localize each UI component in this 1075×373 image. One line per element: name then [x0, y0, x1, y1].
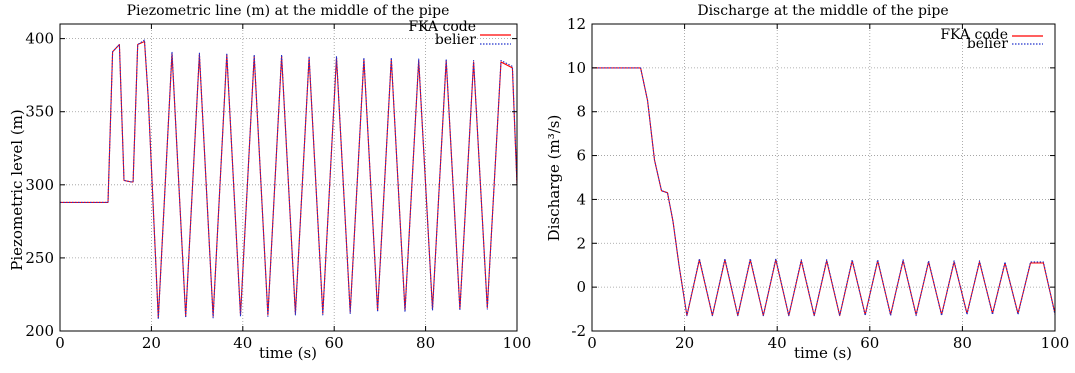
y-tick-label: 200: [25, 322, 54, 340]
legend-label-belier: belier: [435, 32, 476, 48]
legend-label-fka: FKA code: [940, 27, 1008, 43]
x-tick-label: 0: [587, 334, 597, 352]
series-group: [60, 39, 518, 320]
x-tick-label: 0: [55, 334, 65, 352]
y-tick-label: 400: [25, 30, 54, 48]
x-tick-label: 60: [325, 334, 344, 352]
plot-frame: [59, 23, 518, 332]
y-axis-label: Piezometric level (m): [8, 109, 26, 270]
series-group: [592, 67, 1056, 317]
x-tick-label: 80: [416, 334, 435, 352]
legend: FKA code belier: [408, 19, 511, 48]
series-line-fka-code: [60, 40, 518, 319]
plot-frame: [591, 23, 1056, 332]
x-tick-label: 40: [768, 334, 787, 352]
chart-title: Discharge at the middle of the pipe: [697, 3, 948, 19]
y-tick-label: 4: [576, 190, 586, 208]
y-tick-label: 350: [25, 103, 54, 121]
legend-label-fka: FKA code: [408, 19, 476, 35]
y-tick-label: -2: [571, 322, 586, 340]
y-axis-label: Discharge (m³/s): [545, 115, 563, 242]
y-tick-label: 6: [576, 147, 586, 165]
y-tick-label: 10: [567, 59, 586, 77]
y-tick-label: 12: [567, 15, 586, 33]
discharge-chart: Discharge at the middle of the pipe time…: [545, 3, 1069, 362]
grid: [592, 24, 1055, 331]
legend-label-belier: belier: [967, 36, 1008, 52]
series-line-fka-code: [592, 67, 1056, 317]
piezometric-chart: Piezometric line (m) at the middle of th…: [8, 3, 531, 362]
x-axis-label: time (s): [259, 344, 317, 362]
x-tick-label: 20: [142, 334, 161, 352]
y-tick-label: 2: [576, 234, 586, 252]
y-tick-label: 8: [576, 103, 586, 121]
y-tick-label: 250: [25, 249, 54, 267]
x-tick-label: 100: [503, 334, 532, 352]
x-tick-label: 20: [675, 334, 694, 352]
tick-group: 0 20 40 60 80 100 200 250 300 350 400: [25, 24, 531, 352]
series-line-belier: [60, 39, 518, 320]
legend: FKA code belier: [940, 27, 1043, 52]
y-tick-label: 0: [576, 278, 586, 296]
x-axis-label: time (s): [794, 344, 852, 362]
x-tick-label: 60: [860, 334, 879, 352]
chart-title: Piezometric line (m) at the middle of th…: [127, 3, 450, 19]
series-line-belier: [592, 67, 1056, 317]
x-tick-label: 80: [953, 334, 972, 352]
y-tick-label: 300: [25, 176, 54, 194]
x-tick-label: 100: [1041, 334, 1070, 352]
x-tick-label: 40: [233, 334, 252, 352]
